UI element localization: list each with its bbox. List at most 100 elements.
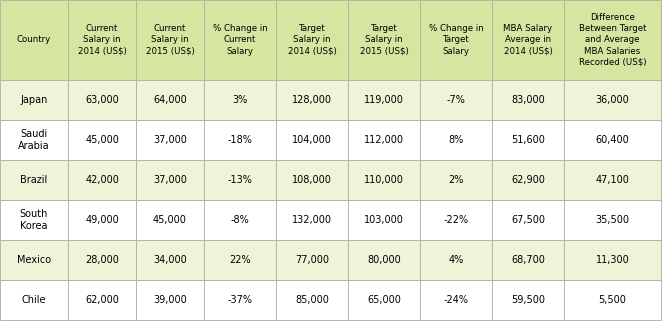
Bar [420, 0, 492, 80]
Bar [276, 0, 348, 80]
Bar [492, 240, 564, 280]
Bar [348, 160, 420, 200]
Text: Brazil: Brazil [21, 175, 48, 185]
Bar [0, 240, 68, 280]
Text: 85,000: 85,000 [295, 295, 329, 305]
Text: 62,000: 62,000 [85, 295, 119, 305]
Bar [276, 120, 348, 160]
Text: 42,000: 42,000 [85, 175, 119, 185]
Bar [0, 200, 68, 240]
Bar [136, 280, 204, 320]
Text: Japan: Japan [21, 95, 48, 105]
Bar [136, 120, 204, 160]
Bar [204, 240, 276, 280]
Bar [204, 120, 276, 160]
Text: 5,500: 5,500 [599, 295, 627, 305]
Text: MBA Salary
Average in
2014 (US$): MBA Salary Average in 2014 (US$) [503, 24, 552, 56]
Bar [276, 240, 348, 280]
Bar [68, 80, 136, 120]
Bar [204, 160, 276, 200]
Bar [348, 200, 420, 240]
Text: -37%: -37% [227, 295, 253, 305]
Text: -24%: -24% [444, 295, 469, 305]
Bar [420, 120, 492, 160]
Bar [276, 80, 348, 120]
Bar [492, 280, 564, 320]
Bar [564, 240, 661, 280]
Text: 28,000: 28,000 [85, 255, 119, 265]
Text: 112,000: 112,000 [364, 135, 404, 145]
Text: 47,100: 47,100 [595, 175, 629, 185]
Text: % Change in
Current
Salary: % Change in Current Salary [213, 24, 267, 56]
Bar [348, 240, 420, 280]
Text: 64,000: 64,000 [153, 95, 187, 105]
Bar [492, 160, 564, 200]
Text: 110,000: 110,000 [364, 175, 404, 185]
Text: -7%: -7% [447, 95, 465, 105]
Bar [68, 120, 136, 160]
Bar [0, 80, 68, 120]
Bar [492, 120, 564, 160]
Bar [420, 280, 492, 320]
Text: 59,500: 59,500 [511, 295, 545, 305]
Text: 45,000: 45,000 [153, 215, 187, 225]
Bar [564, 280, 661, 320]
Bar [276, 200, 348, 240]
Bar [492, 200, 564, 240]
Text: 8%: 8% [448, 135, 463, 145]
Text: 67,500: 67,500 [511, 215, 545, 225]
Bar [204, 80, 276, 120]
Bar [564, 120, 661, 160]
Bar [348, 120, 420, 160]
Text: -8%: -8% [231, 215, 249, 225]
Text: 22%: 22% [229, 255, 251, 265]
Bar [564, 0, 661, 80]
Text: -18%: -18% [227, 135, 253, 145]
Bar [68, 280, 136, 320]
Bar [204, 0, 276, 80]
Text: 45,000: 45,000 [85, 135, 119, 145]
Text: South
Korea: South Korea [20, 209, 48, 231]
Bar [348, 280, 420, 320]
Bar [0, 120, 68, 160]
Bar [348, 80, 420, 120]
Text: 65,000: 65,000 [367, 295, 401, 305]
Text: % Change in
Target
Salary: % Change in Target Salary [428, 24, 483, 56]
Text: 103,000: 103,000 [364, 215, 404, 225]
Text: 34,000: 34,000 [153, 255, 187, 265]
Text: Target
Salary in
2015 (US$): Target Salary in 2015 (US$) [359, 24, 408, 56]
Text: Mexico: Mexico [17, 255, 51, 265]
Bar [564, 200, 661, 240]
Bar [136, 80, 204, 120]
Bar [492, 0, 564, 80]
Text: 11,300: 11,300 [595, 255, 629, 265]
Text: 4%: 4% [448, 255, 463, 265]
Bar [276, 280, 348, 320]
Text: 37,000: 37,000 [153, 175, 187, 185]
Text: 37,000: 37,000 [153, 135, 187, 145]
Bar [136, 160, 204, 200]
Text: 132,000: 132,000 [292, 215, 332, 225]
Text: Difference
Between Target
and Average
MBA Salaries
Recorded (US$): Difference Between Target and Average MB… [579, 13, 646, 67]
Bar [68, 160, 136, 200]
Bar [136, 200, 204, 240]
Text: 104,000: 104,000 [292, 135, 332, 145]
Text: Chile: Chile [22, 295, 46, 305]
Bar [420, 80, 492, 120]
Bar [420, 160, 492, 200]
Text: 51,600: 51,600 [511, 135, 545, 145]
Text: 83,000: 83,000 [511, 95, 545, 105]
Bar [204, 200, 276, 240]
Text: 39,000: 39,000 [153, 295, 187, 305]
Text: 35,500: 35,500 [595, 215, 629, 225]
Bar [136, 240, 204, 280]
Text: Country: Country [17, 36, 51, 44]
Bar [0, 160, 68, 200]
Text: 36,000: 36,000 [595, 95, 629, 105]
Bar [348, 0, 420, 80]
Bar [0, 0, 68, 80]
Bar [68, 240, 136, 280]
Bar [564, 160, 661, 200]
Text: Current
Salary in
2014 (US$): Current Salary in 2014 (US$) [78, 24, 127, 56]
Text: 60,400: 60,400 [595, 135, 629, 145]
